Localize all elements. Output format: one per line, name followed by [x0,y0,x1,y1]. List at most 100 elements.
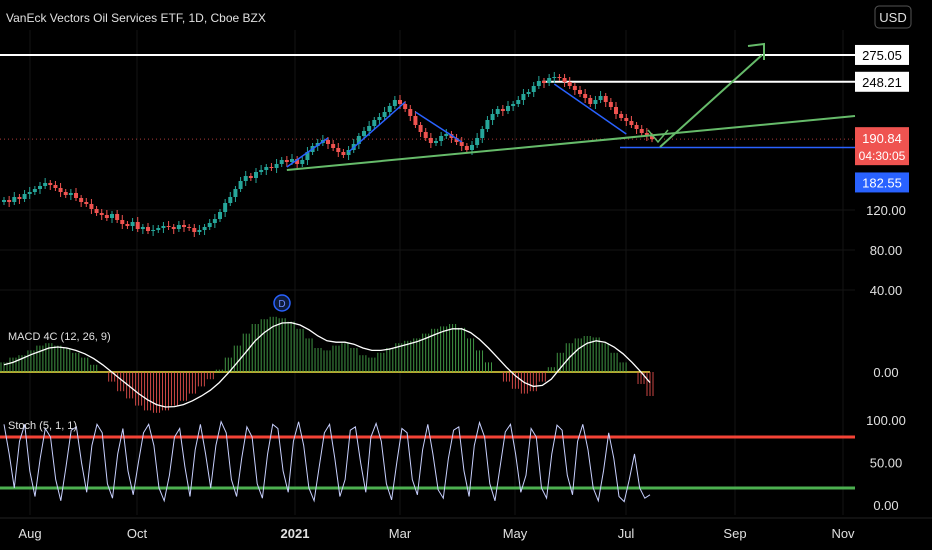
candle[interactable] [156,228,161,230]
candle[interactable] [12,197,17,202]
dividend-marker[interactable]: D [273,294,291,312]
candle[interactable] [243,176,248,181]
candle[interactable] [418,125,423,132]
candle[interactable] [99,213,104,215]
candle[interactable] [485,120,490,129]
candle[interactable] [552,77,557,78]
candle[interactable] [279,160,284,164]
candle[interactable] [500,109,505,111]
candle[interactable] [356,136,361,144]
candle[interactable] [254,172,258,178]
candle[interactable] [259,170,264,172]
candle[interactable] [567,82,572,86]
candle[interactable] [336,148,341,152]
candle[interactable] [151,230,156,231]
candle[interactable] [578,90,582,94]
candle[interactable] [521,94,526,100]
candle[interactable] [284,160,289,162]
candle[interactable] [290,159,294,162]
last-price-badge[interactable] [855,127,909,166]
candle[interactable] [192,228,197,232]
candle[interactable] [526,92,531,94]
swing-line[interactable] [348,101,406,153]
candle[interactable] [146,227,150,231]
candle[interactable] [120,220,125,224]
candle[interactable] [238,181,243,189]
candle[interactable] [84,202,89,204]
candle[interactable] [27,192,32,194]
candle[interactable] [135,222,140,229]
candle[interactable] [608,102,613,107]
swing-line[interactable] [553,83,627,135]
candle[interactable] [233,189,238,197]
candle[interactable] [17,197,22,199]
candle[interactable] [413,116,418,125]
candle[interactable] [218,212,222,219]
candle[interactable] [197,230,202,232]
price-badge[interactable] [855,71,909,92]
candle[interactable] [593,100,598,104]
candle[interactable] [79,198,84,202]
candle[interactable] [187,227,192,228]
candle[interactable] [367,126,372,131]
candle[interactable] [166,226,171,227]
candle[interactable] [300,160,305,164]
candle[interactable] [372,120,377,126]
candle[interactable] [326,140,330,144]
candle[interactable] [7,200,12,202]
support-badge[interactable] [855,172,909,193]
candle[interactable] [32,189,37,192]
candle[interactable] [403,104,408,109]
candle[interactable] [392,100,397,106]
candle[interactable] [140,227,145,229]
candle[interactable] [171,227,176,229]
candle[interactable] [22,194,27,199]
candle[interactable] [439,136,444,141]
stoch-pane[interactable]: Stoch (5, 1, 1) [0,420,855,503]
candle[interactable] [74,193,78,198]
candle[interactable] [624,118,629,121]
candle[interactable] [475,138,480,145]
candle[interactable] [459,142,464,146]
candle[interactable] [264,167,269,170]
swing-line[interactable] [286,137,329,168]
candle[interactable] [480,129,485,138]
stoch-line[interactable] [3,420,651,503]
candle[interactable] [619,114,624,118]
candle[interactable] [331,144,336,148]
candle[interactable] [547,78,552,83]
candle[interactable] [382,112,387,117]
macd-signal-line[interactable] [3,321,651,408]
candle[interactable] [48,183,53,185]
candle[interactable] [387,106,392,112]
candle[interactable] [542,81,546,83]
candle[interactable] [2,200,6,202]
candle[interactable] [444,134,449,136]
candle[interactable] [495,109,500,114]
price-pane[interactable]: D [0,42,856,312]
candle[interactable] [454,138,459,142]
candle[interactable] [629,121,634,125]
candle[interactable] [639,129,644,133]
candle[interactable] [644,133,649,136]
candle[interactable] [89,204,94,209]
candle[interactable] [398,100,402,104]
candle[interactable] [434,141,438,143]
candle[interactable] [583,94,588,98]
candle[interactable] [634,125,639,129]
trendline-green[interactable] [286,115,856,171]
candle[interactable] [516,100,521,104]
candle[interactable] [274,164,279,168]
candle[interactable] [464,146,469,150]
candle[interactable] [557,77,562,78]
candle[interactable] [228,197,233,203]
candle[interactable] [182,225,186,227]
price-axis[interactable]: 275.05 248.21 120.00 80.00 40.00 190.84 04:30:… [855,44,909,513]
candle[interactable] [377,117,382,120]
candle[interactable] [598,96,603,100]
candle[interactable] [490,114,495,120]
candle[interactable] [58,188,63,192]
candle[interactable] [104,215,109,218]
candle[interactable] [346,150,351,155]
